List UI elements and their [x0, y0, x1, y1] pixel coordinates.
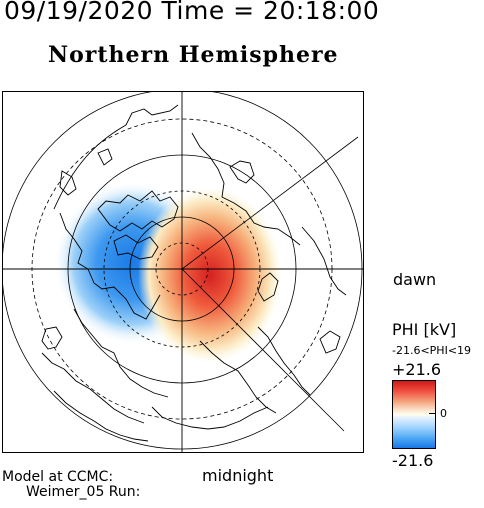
- colorbar-min-label: -21.6: [392, 451, 434, 470]
- colorbar-range: -21.6<PHI<19: [392, 344, 472, 357]
- colorbar-zero-label: 0: [440, 407, 447, 420]
- dawn-label: dawn: [393, 270, 437, 289]
- potential-field: [54, 181, 282, 363]
- colorbar: [392, 380, 436, 449]
- colorbar-title: PHI [kV]: [392, 320, 457, 339]
- colorbar-max-label: +21.6: [392, 360, 442, 379]
- timestamp-title: 09/19/2020 Time = 20:18:00: [4, 0, 380, 25]
- hemisphere-title: Northern Hemisphere: [48, 42, 339, 68]
- coastlines: [41, 104, 347, 442]
- polar-grid: [2, 91, 364, 453]
- midnight-label: midnight: [202, 466, 274, 485]
- polar-map: [2, 91, 364, 453]
- model-label: Model at CCMC:: [2, 469, 114, 485]
- map-frame: [2, 91, 364, 453]
- colorbar-zero-tick: [429, 413, 435, 414]
- positive-potential-cell: [138, 187, 282, 363]
- run-label: Weimer_05 Run:: [26, 484, 141, 500]
